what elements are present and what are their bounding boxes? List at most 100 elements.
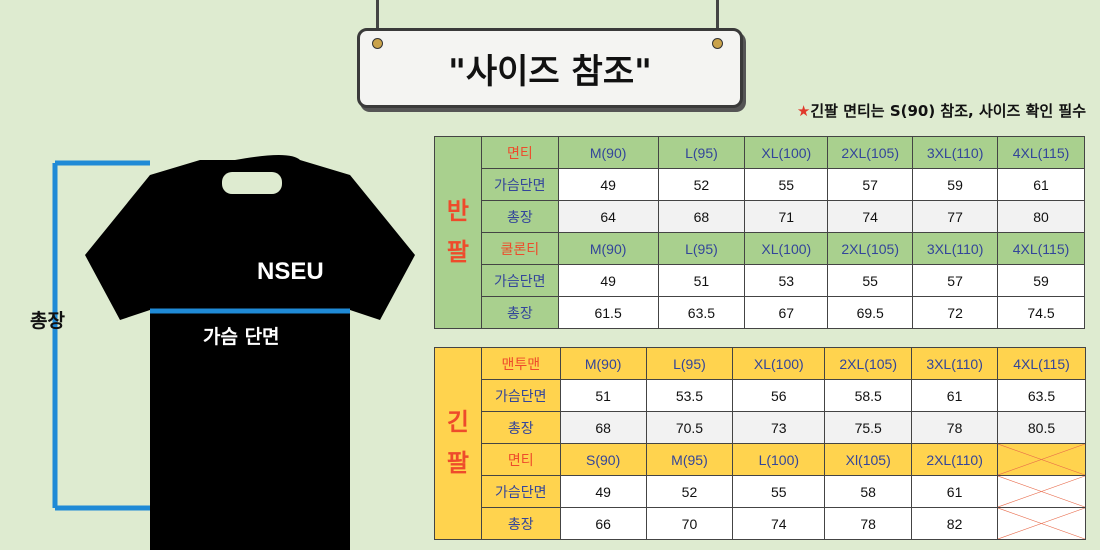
table-row: 총장 61.5 63.5 67 69.5 72 74.5	[435, 296, 1085, 329]
measure-value: 55	[744, 168, 829, 201]
size-header: L(100)	[732, 443, 826, 476]
table-row: 가슴단면 49 52 55 57 59 61	[435, 168, 1085, 201]
pin-icon	[372, 38, 383, 49]
measure-label: 총장	[480, 411, 561, 444]
measure-value: 77	[912, 200, 999, 233]
size-header: Xl(105)	[824, 443, 913, 476]
measure-value: 69.5	[827, 296, 914, 329]
measure-value: 66	[559, 507, 647, 540]
measure-value: 53.5	[645, 379, 734, 412]
brand-logo: NSEU	[257, 258, 324, 285]
product-name: 맨투맨	[480, 347, 561, 380]
sign-string	[376, 0, 379, 42]
not-available-cell	[997, 443, 1086, 476]
product-name: 면티	[480, 443, 561, 476]
measure-value: 67	[744, 296, 829, 329]
measure-value: 80	[997, 200, 1085, 233]
size-header: L(95)	[645, 347, 734, 380]
measure-value: 59	[997, 264, 1085, 297]
measure-value: 73	[732, 411, 826, 444]
measure-value: 58	[824, 475, 913, 508]
note-text: 긴팔 면티는 S(90) 참조, 사이즈 확인 필수	[810, 102, 1086, 120]
table-row: 총장 64 68 71 74 77 80	[435, 200, 1085, 233]
measure-value: 74	[827, 200, 914, 233]
size-header: 4XL(115)	[997, 136, 1085, 169]
measure-value: 63.5	[997, 379, 1086, 412]
size-header-row: 반 팔 면티 M(90) L(95) XL(100) 2XL(105) 3XL(110) 4XL…	[434, 136, 1085, 329]
length-bracket	[52, 160, 150, 511]
measure-value: 74	[732, 507, 826, 540]
measure-value: 56	[732, 379, 826, 412]
measure-value: 49	[559, 475, 647, 508]
pin-icon	[712, 38, 723, 49]
measure-value: 59	[912, 168, 999, 201]
size-header: 4XL(115)	[997, 347, 1086, 380]
size-header-row: 쿨론티 M(90) L(95) XL(100) 2XL(105) 3XL(110) 4XL(…	[435, 232, 1085, 265]
measure-value: 51	[657, 264, 746, 297]
measure-value: 80.5	[997, 411, 1086, 444]
measure-label: 가슴단면	[480, 168, 559, 201]
size-header: XL(100)	[732, 347, 826, 380]
size-header: 2XL(110)	[911, 443, 999, 476]
star-icon: ★	[796, 102, 811, 120]
measure-value: 61	[911, 475, 999, 508]
size-header: XL(100)	[744, 136, 829, 169]
short-sleeve-table: 반 팔 면티 M(90) L(95) XL(100) 2XL(105) 3XL(110) 4XL…	[434, 136, 1085, 329]
size-header-row: 면티 S(90) M(95) L(100) Xl(105) 2XL(110)	[435, 443, 1086, 476]
measure-value: 68	[657, 200, 746, 233]
measure-label: 총장	[480, 200, 559, 233]
measure-value: 51	[559, 379, 647, 412]
table-row: 총장 68 70.5 73 75.5 78 80.5	[435, 411, 1086, 444]
measure-label: 가슴단면	[480, 379, 561, 412]
measure-label: 가슴단면	[480, 264, 559, 297]
measure-value: 64	[557, 200, 659, 233]
not-available-cell	[997, 507, 1086, 540]
measure-value: 49	[557, 264, 659, 297]
length-label: 총장	[30, 310, 65, 332]
size-header: 2XL(105)	[827, 232, 914, 265]
measure-value: 78	[824, 507, 913, 540]
measure-value: 55	[827, 264, 914, 297]
size-header: 3XL(110)	[911, 347, 999, 380]
table-row: 총장 66 70 74 78 82	[435, 507, 1086, 540]
measure-value: 72	[912, 296, 999, 329]
chest-label: 가슴 단면	[203, 326, 280, 348]
measure-label: 총장	[480, 296, 559, 329]
measure-value: 61.5	[557, 296, 659, 329]
measure-value: 75.5	[824, 411, 913, 444]
page-title: "사이즈 참조"	[357, 28, 743, 108]
sign-string	[716, 0, 719, 42]
measure-value: 53	[744, 264, 829, 297]
measure-value: 70.5	[645, 411, 734, 444]
tshirt-illustration	[52, 155, 415, 550]
size-header: 4XL(115)	[997, 232, 1085, 265]
measure-value: 55	[732, 475, 826, 508]
size-header: M(90)	[559, 347, 647, 380]
measure-value: 71	[744, 200, 829, 233]
size-header: M(90)	[557, 232, 659, 265]
table-row: 가슴단면 51 53.5 56 58.5 61 63.5	[435, 379, 1086, 412]
long-sleeve-table: 긴 팔 맨투맨 M(90) L(95) XL(100) 2XL(105) 3XL(110) 4X…	[434, 347, 1086, 540]
measure-value: 57	[912, 264, 999, 297]
size-header: 2XL(105)	[827, 136, 914, 169]
size-header: L(95)	[657, 232, 746, 265]
size-header: 3XL(110)	[912, 136, 999, 169]
size-header: M(95)	[645, 443, 734, 476]
size-header: 3XL(110)	[912, 232, 999, 265]
measure-value: 61	[911, 379, 999, 412]
measure-value: 58.5	[824, 379, 913, 412]
size-header: XL(100)	[744, 232, 829, 265]
size-header-row: 긴 팔 맨투맨 M(90) L(95) XL(100) 2XL(105) 3XL(110) 4X…	[434, 347, 1086, 540]
measure-value: 68	[559, 411, 647, 444]
product-name: 면티	[480, 136, 559, 169]
size-note: ★긴팔 면티는 S(90) 참조, 사이즈 확인 필수	[797, 100, 1086, 121]
hanger-hole	[222, 172, 282, 194]
tshirt-shape	[85, 155, 415, 550]
measure-value: 49	[557, 168, 659, 201]
table-row: 가슴단면 49 51 53 55 57 59	[435, 264, 1085, 297]
size-header: S(90)	[559, 443, 647, 476]
measure-value: 70	[645, 507, 734, 540]
size-header: L(95)	[657, 136, 746, 169]
